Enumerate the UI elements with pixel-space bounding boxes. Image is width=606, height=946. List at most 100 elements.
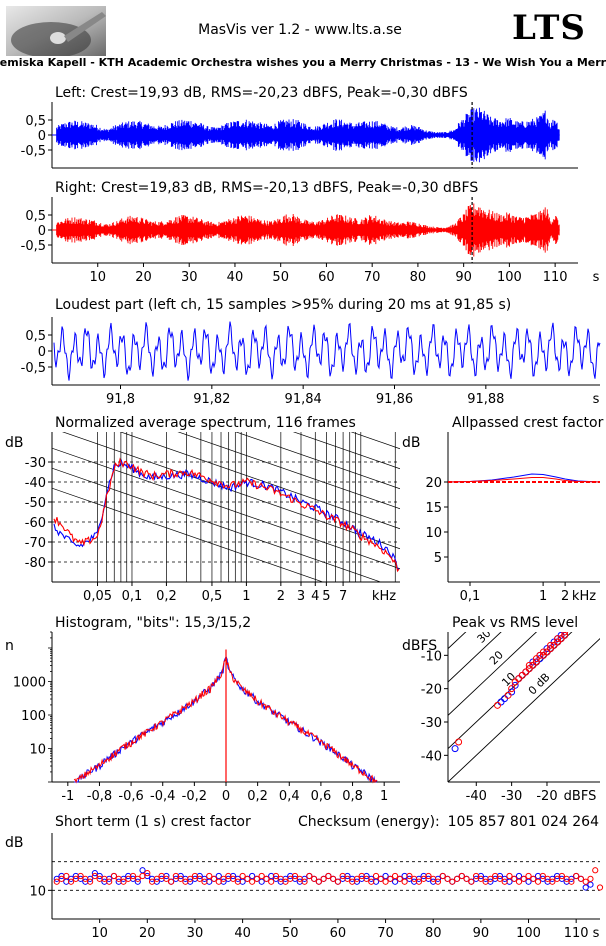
peak-vs-rms-x-unit-label: dBFS [564,789,597,804]
short-term-crest-point [310,875,318,882]
short-term-crest-point [420,875,427,882]
short-term-crest-point [458,872,465,880]
short-term-crest-point [449,878,456,885]
short-term-crest-x-tick-label: 50 [282,926,299,941]
avg-spectrum-grid [52,432,400,582]
short-term-crest-point [249,872,256,880]
short-term-crest-point [215,878,222,885]
peak-vs-rms-point [451,745,459,753]
short-term-crest-point [234,878,241,885]
left-waveform-y-tick-label: 0 [38,129,46,144]
short-term-crest-x-tick-label: 90 [473,926,490,941]
short-term-crest-point [129,872,137,880]
loudest-part-x-tick-label: 91,88 [467,392,504,407]
avg-spectrum-x-tick-label: 1 [242,589,250,604]
short-term-crest-point [592,867,599,874]
spectrum-slope-line [52,487,324,582]
short-term-crest-point [473,872,480,880]
avg-spectrum-series-1 [53,457,400,573]
short-term-crest-point [206,872,213,880]
short-term-crest-point [134,875,141,882]
short-term-crest-point [258,878,265,885]
short-term-crest-point [296,875,303,882]
short-term-crest-point [229,875,237,882]
short-term-crest-point [258,872,265,880]
right-waveform-y-tick-label: -0,5 [21,239,46,254]
right-waveform-x-tick-label: 60 [318,270,335,285]
short-term-crest-point [306,872,313,880]
short-term-crest-point [411,875,418,882]
peak-vs-rms-point [455,738,463,746]
left-waveform-title: Left: Crest=19,93 dB, RMS=-20,23 dBFS, P… [55,85,468,101]
short-term-crest-x-tick-label: 110 [564,926,589,941]
logo-image [6,6,106,56]
short-term-crest-point [139,872,146,880]
allpassed-crest-x-unit-label: kHz [572,589,596,604]
loudest-part-y-tick-label: 0,5 [25,329,46,344]
short-term-crest-point [210,875,218,882]
right-waveform-x-tick-label: 50 [272,270,289,285]
short-term-crest-point [249,878,256,885]
short-term-crest-point [382,872,389,880]
short-term-crest-point [239,872,246,880]
spectrum-slope-line [235,432,400,490]
short-term-crest-point [468,878,475,885]
short-term-crest-point [368,878,375,885]
short-term-crest-point [53,878,60,885]
left-waveform-y-tick-label: 0,5 [25,114,46,129]
peak-vs-rms-point [518,671,526,679]
histogram-y-tick-label: 100 [21,709,46,724]
allpassed-crest-y-tick-label: 10 [425,526,442,541]
short-term-crest-point [563,875,570,882]
short-term-crest-point [482,878,489,885]
peak-vs-rms-point [561,632,569,639]
loudest-part-x-tick-label: 91,82 [193,392,230,407]
loudest-part-x-tick-label: 91,84 [285,392,322,407]
short-term-crest-point [515,872,523,880]
app-title: MasVis ver 1.2 - www.lts.a.se [198,22,402,38]
histogram-y-tick-label: 10 [29,742,46,757]
spectrum-slope-line [119,432,400,530]
short-term-crest-point [573,872,580,880]
avg-spectrum-x-tick-label: 5 [322,589,330,604]
short-term-crest-point [430,875,437,882]
short-term-crest-point [158,872,165,880]
short-term-crest-point [168,878,175,885]
right-waveform-y-tick-label: 0,5 [25,209,46,224]
short-term-crest-point [187,875,194,882]
short-term-crest-point [558,872,565,880]
short-term-crest-point [153,875,160,882]
short-term-crest-point [382,878,389,885]
short-term-crest-point [291,872,299,880]
short-term-crest-point [315,878,322,885]
avg-spectrum-x-tick-label: 3 [297,589,305,604]
histogram-y-label: n [5,638,14,654]
loudest-part-x-unit-label: s [593,392,600,407]
short-term-crest-point [530,875,537,882]
avg-spectrum-x-tick-label: 0,05 [83,589,112,604]
right-waveform-x-tick-label: 40 [227,270,244,285]
short-term-crest-point [511,875,518,882]
short-term-crest-point [349,878,356,885]
short-term-crest-point [339,872,346,880]
short-term-crest-point [101,875,108,882]
short-term-crest-point [106,878,113,885]
short-term-crest-point [244,875,251,882]
short-term-crest-point [191,872,199,880]
short-term-crest-point [587,881,594,888]
peak-vs-rms-x-tick-label: -20 [536,789,557,804]
histogram-x-tick-label: -0,6 [118,789,143,804]
loudest-part-y-tick-label: -0,5 [21,361,46,376]
short-term-crest-point [220,875,227,882]
avg-spectrum-y-tick-label: -30 [25,456,46,471]
short-term-crest-x-tick-label: 40 [234,926,251,941]
short-term-crest-point [506,872,513,880]
short-term-crest-point [363,875,370,882]
short-term-crest-point [525,878,532,885]
short-term-crest-point [587,875,594,882]
avg-spectrum-x-tick-label: 0,5 [202,589,223,604]
short-term-crest-point [534,878,542,885]
right-waveform-x-tick-label: 100 [497,270,522,285]
allpassed-crest-y-label: dB [402,435,421,451]
